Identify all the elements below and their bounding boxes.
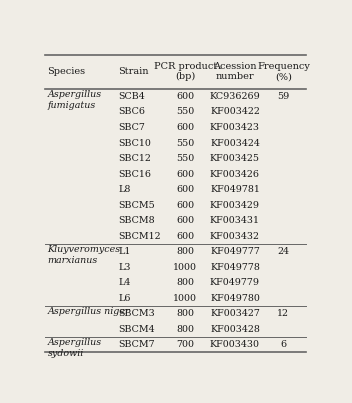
Text: SBC16: SBC16 — [119, 170, 151, 179]
Text: L8: L8 — [119, 185, 131, 194]
Text: KF003425: KF003425 — [210, 154, 260, 163]
Text: SBCM3: SBCM3 — [119, 309, 155, 318]
Text: 800: 800 — [176, 325, 194, 334]
Text: KF049779: KF049779 — [210, 278, 260, 287]
Text: SBCM4: SBCM4 — [119, 325, 155, 334]
Text: KF003431: KF003431 — [210, 216, 260, 225]
Text: KF003423: KF003423 — [210, 123, 260, 132]
Text: 550: 550 — [176, 108, 194, 116]
Text: Species: Species — [48, 67, 86, 76]
Text: SBC12: SBC12 — [119, 154, 151, 163]
Text: 600: 600 — [176, 216, 194, 225]
Text: Frequency
(%): Frequency (%) — [257, 62, 310, 81]
Text: 24: 24 — [277, 247, 289, 256]
Text: Kluyveromyces
marxianus: Kluyveromyces marxianus — [48, 245, 121, 265]
Text: KF049780: KF049780 — [210, 294, 260, 303]
Text: 600: 600 — [176, 123, 194, 132]
Text: PCR product
(bp): PCR product (bp) — [153, 62, 217, 81]
Text: SBCM12: SBCM12 — [119, 232, 161, 241]
Text: KF003429: KF003429 — [210, 201, 260, 210]
Text: KF049778: KF049778 — [210, 263, 260, 272]
Text: 800: 800 — [176, 309, 194, 318]
Text: KF003427: KF003427 — [210, 309, 260, 318]
Text: L4: L4 — [119, 278, 131, 287]
Text: 800: 800 — [176, 247, 194, 256]
Text: SCB4: SCB4 — [119, 92, 145, 101]
Text: KF003424: KF003424 — [210, 139, 260, 147]
Text: SBCM5: SBCM5 — [119, 201, 155, 210]
Text: KF049777: KF049777 — [210, 247, 260, 256]
Text: 59: 59 — [277, 92, 289, 101]
Text: KF003432: KF003432 — [210, 232, 260, 241]
Text: SBCM7: SBCM7 — [119, 340, 155, 349]
Text: KF003422: KF003422 — [210, 108, 260, 116]
Text: SBCM8: SBCM8 — [119, 216, 155, 225]
Text: KC936269: KC936269 — [209, 92, 260, 101]
Text: 600: 600 — [176, 170, 194, 179]
Text: 600: 600 — [176, 185, 194, 194]
Text: Strain: Strain — [119, 67, 149, 76]
Text: KF003426: KF003426 — [210, 170, 260, 179]
Text: Aspergillus
fumigatus: Aspergillus fumigatus — [48, 90, 102, 110]
Text: 1000: 1000 — [173, 294, 197, 303]
Text: SBC10: SBC10 — [119, 139, 151, 147]
Text: L6: L6 — [119, 294, 131, 303]
Text: KF003430: KF003430 — [210, 340, 260, 349]
Text: SBC7: SBC7 — [119, 123, 145, 132]
Text: 600: 600 — [176, 201, 194, 210]
Text: 700: 700 — [176, 340, 194, 349]
Text: SBC6: SBC6 — [119, 108, 145, 116]
Text: KF003428: KF003428 — [210, 325, 260, 334]
Text: 800: 800 — [176, 278, 194, 287]
Text: Aspergillus
sydowii: Aspergillus sydowii — [48, 339, 102, 358]
Text: KF049781: KF049781 — [210, 185, 260, 194]
Text: L1: L1 — [119, 247, 131, 256]
Text: 600: 600 — [176, 232, 194, 241]
Text: Acession
number: Acession number — [213, 62, 257, 81]
Text: 1000: 1000 — [173, 263, 197, 272]
Text: 6: 6 — [280, 340, 287, 349]
Text: Aspergillus niger: Aspergillus niger — [48, 307, 130, 316]
Text: 12: 12 — [277, 309, 289, 318]
Text: 550: 550 — [176, 139, 194, 147]
Text: 550: 550 — [176, 154, 194, 163]
Text: 600: 600 — [176, 92, 194, 101]
Text: L3: L3 — [119, 263, 131, 272]
